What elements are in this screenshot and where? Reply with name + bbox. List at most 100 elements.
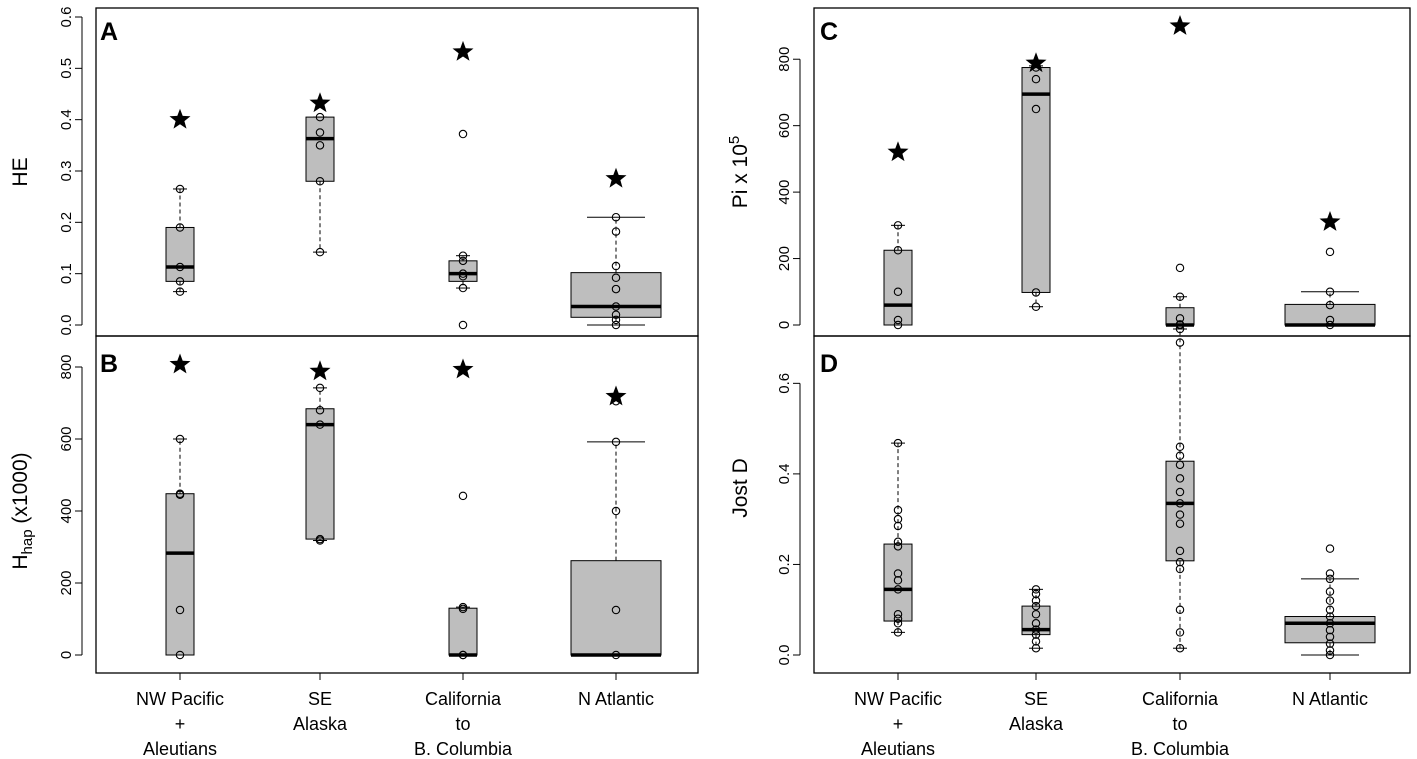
y-tick-label: 200 bbox=[776, 246, 793, 271]
star-marker bbox=[169, 353, 191, 374]
box-group bbox=[305, 360, 335, 545]
star-marker bbox=[887, 141, 909, 162]
data-point bbox=[1031, 288, 1041, 297]
data-point bbox=[315, 405, 325, 415]
data-point bbox=[315, 383, 325, 393]
data-point bbox=[611, 605, 621, 615]
box-group bbox=[1165, 324, 1195, 653]
data-point bbox=[1175, 320, 1185, 329]
data-point bbox=[893, 514, 903, 524]
data-point bbox=[175, 223, 185, 232]
data-point bbox=[1175, 487, 1185, 497]
data-point bbox=[611, 273, 621, 283]
data-point bbox=[1031, 637, 1041, 646]
box-group bbox=[1284, 544, 1376, 660]
data-point bbox=[458, 283, 468, 293]
plot-frame bbox=[813, 335, 1411, 674]
box bbox=[1284, 303, 1376, 326]
data-point bbox=[1031, 625, 1041, 634]
box-group bbox=[448, 358, 478, 660]
box-group bbox=[165, 353, 195, 660]
box bbox=[1284, 616, 1376, 644]
box bbox=[448, 607, 478, 656]
category-label: NW Pacific bbox=[854, 689, 942, 709]
data-point bbox=[1325, 300, 1335, 310]
data-point bbox=[1325, 596, 1335, 605]
data-point bbox=[175, 489, 185, 498]
data-point bbox=[893, 438, 903, 448]
y-tick-label: 0.6 bbox=[776, 373, 793, 394]
category-label: Alaska bbox=[1009, 714, 1064, 734]
data-point bbox=[458, 269, 468, 278]
panel-letter: B bbox=[100, 350, 118, 378]
star-marker bbox=[1169, 15, 1191, 35]
box bbox=[448, 260, 478, 282]
panel-d-jost-d: 0.0 0.2 0.4 0.6 Jost D D bbox=[729, 324, 1411, 680]
category-label: Aleutians bbox=[143, 739, 217, 759]
data-point bbox=[893, 221, 903, 230]
data-point bbox=[175, 605, 185, 615]
data-point bbox=[175, 434, 185, 444]
y-axis-title: Jost D bbox=[729, 458, 752, 518]
data-point bbox=[1325, 625, 1335, 635]
box bbox=[570, 560, 662, 656]
panel-c-pi: 0 200 400 600 800 Pi x 105 C bbox=[726, 7, 1411, 337]
data-point bbox=[1031, 74, 1041, 84]
data-point bbox=[1031, 601, 1041, 611]
data-point bbox=[1175, 451, 1185, 461]
data-point bbox=[458, 650, 468, 660]
data-point bbox=[893, 537, 903, 547]
data-point bbox=[458, 602, 468, 612]
y-axis-title: Pi x 105 bbox=[726, 136, 752, 209]
data-point bbox=[1175, 643, 1185, 653]
data-point bbox=[1175, 557, 1185, 567]
data-point bbox=[458, 129, 468, 139]
star-marker bbox=[452, 40, 474, 61]
data-point bbox=[458, 271, 468, 281]
star-marker bbox=[309, 360, 331, 381]
box-group bbox=[448, 40, 478, 330]
data-point bbox=[1031, 619, 1041, 628]
data-point bbox=[893, 569, 903, 578]
data-point bbox=[1325, 574, 1335, 584]
y-axis-title: HE bbox=[9, 157, 32, 186]
data-point bbox=[175, 262, 185, 272]
data-point bbox=[175, 277, 185, 286]
y-axis-title: Hhap (x1000) bbox=[9, 452, 36, 569]
y-tick-label: 400 bbox=[58, 498, 75, 523]
data-point bbox=[1175, 564, 1185, 574]
data-point bbox=[1325, 605, 1335, 614]
category-label: SE bbox=[308, 689, 332, 709]
data-point bbox=[1175, 338, 1185, 347]
category-label: SE bbox=[1024, 689, 1048, 709]
data-point bbox=[1031, 609, 1041, 619]
data-point bbox=[315, 141, 325, 150]
data-point bbox=[1175, 324, 1185, 334]
y-tick-label: 800 bbox=[776, 47, 793, 72]
category-label: B. Columbia bbox=[414, 739, 513, 759]
data-point bbox=[1325, 650, 1335, 660]
y-tick-label: 0 bbox=[58, 651, 75, 659]
data-point bbox=[893, 320, 903, 330]
x-axis-category-labels-right: NW Pacific + Aleutians SE Alaska California to… bbox=[854, 689, 1368, 759]
y-tick-label: 0.4 bbox=[776, 463, 793, 484]
y-tick-label: 0.2 bbox=[776, 554, 793, 575]
category-label: Alaska bbox=[293, 714, 348, 734]
data-point bbox=[175, 184, 185, 194]
data-point bbox=[1175, 314, 1185, 323]
box-group bbox=[305, 92, 335, 257]
data-point bbox=[315, 420, 325, 429]
category-label: NW Pacific bbox=[136, 689, 224, 709]
box-group bbox=[1165, 15, 1195, 330]
data-point bbox=[1325, 247, 1335, 257]
category-label: N Atlantic bbox=[1292, 689, 1368, 709]
data-point bbox=[1175, 628, 1185, 637]
data-point bbox=[315, 177, 325, 186]
panel-b-hhap: 0 200 400 600 800 Hhap (x1000) B bbox=[9, 335, 699, 680]
category-label: + bbox=[893, 714, 904, 734]
category-label: + bbox=[175, 714, 186, 734]
data-point bbox=[1325, 612, 1335, 621]
data-point bbox=[611, 212, 621, 222]
data-point bbox=[1325, 544, 1335, 553]
data-point bbox=[893, 521, 903, 531]
